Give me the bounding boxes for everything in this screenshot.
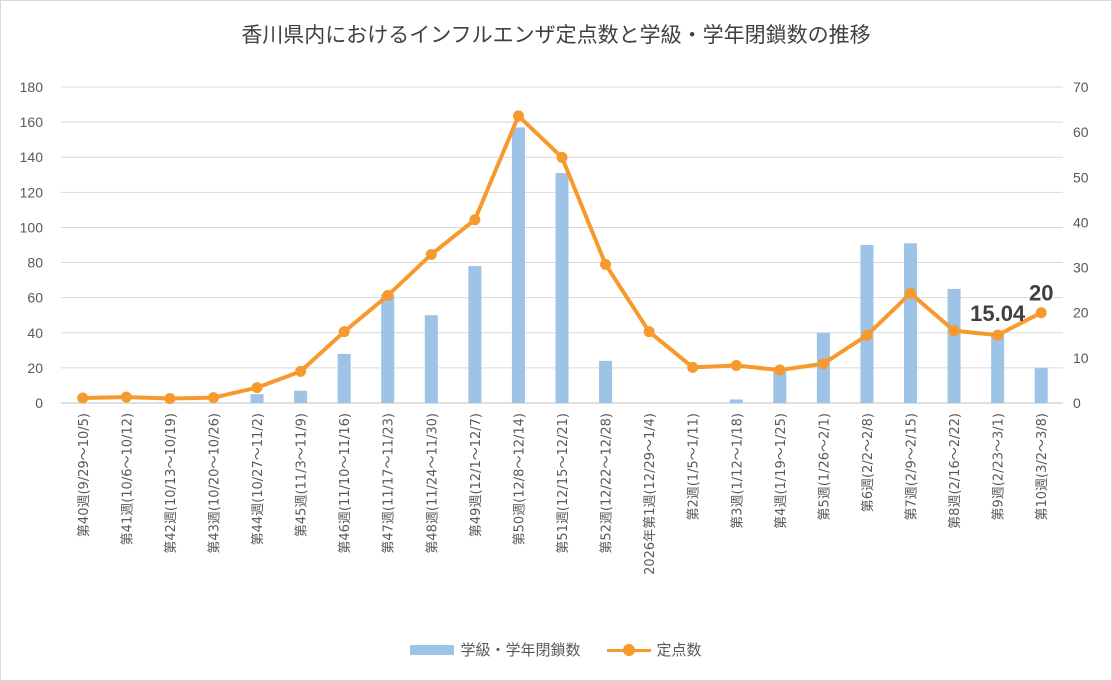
line-point [120, 391, 132, 403]
right-tick-label: 10 [1073, 350, 1089, 366]
right-tick-label: 60 [1073, 124, 1089, 140]
line-point [817, 358, 829, 370]
category-label: 第50週(12/8～12/14) [512, 413, 527, 545]
line-point [600, 258, 612, 270]
bar [860, 245, 874, 403]
right-axis: 0 10 20 30 40 50 60 70 [1073, 79, 1089, 411]
category-label: 第47週(11/17～11/23) [382, 413, 397, 554]
category-label: 第43週(10/20～10/26) [207, 413, 222, 554]
right-tick-label: 40 [1073, 214, 1089, 230]
line-point [1035, 307, 1047, 319]
category-label: 第48週(11/24～11/30) [425, 413, 440, 554]
line-point [905, 287, 917, 299]
left-axis: 0 20 40 60 80 100 120 140 160 180 [20, 79, 44, 411]
category-label: 第49週(12/1～12/7) [469, 413, 484, 537]
chart-plot: 0 20 40 60 80 100 120 140 160 180 0 10 20 30 40 50 60 70… [20, 79, 1089, 575]
category-label: 第40週(9/29～10/5) [77, 413, 92, 537]
left-tick-label: 160 [20, 114, 44, 130]
legend-label-line: 定点数 [656, 641, 702, 659]
category-label: 第4週(1/19～1/25) [774, 413, 789, 529]
bar [599, 360, 613, 403]
line-point [861, 329, 873, 341]
line-point [338, 326, 350, 338]
bar [511, 127, 525, 403]
left-tick-label: 0 [35, 395, 43, 411]
left-tick-label: 60 [27, 290, 43, 306]
category-label: 第52週(12/22～12/28) [600, 413, 615, 554]
left-tick-label: 80 [27, 255, 43, 271]
line-point [425, 248, 437, 260]
legend-item-line[interactable]: 定点数 [606, 639, 702, 660]
bar [250, 394, 264, 403]
data-label: 15.04 [970, 301, 1026, 326]
bar-series [250, 127, 1048, 403]
legend-bar-swatch [410, 644, 455, 655]
data-label: 20 [1029, 281, 1053, 306]
line-point [164, 392, 176, 404]
category-label: 第8週(2/16～2/22) [948, 413, 963, 529]
legend-item-bars[interactable]: 学級・学年閉鎖数 [410, 639, 581, 660]
left-tick-label: 140 [20, 149, 44, 165]
bar [773, 367, 787, 403]
right-tick-label: 30 [1073, 260, 1089, 276]
category-label: 第3週(1/12～1/18) [730, 413, 745, 529]
category-label: 第6週(2/2～2/8) [861, 413, 876, 512]
category-label: 第42週(10/13～10/19) [164, 413, 179, 554]
category-label: 第51週(12/15～12/21) [556, 413, 571, 554]
line-point [992, 329, 1004, 341]
line-point [730, 360, 742, 372]
line-point [512, 110, 524, 122]
line-point [774, 364, 786, 376]
category-label: 2026年第1週(12/29～1/4) [643, 413, 658, 575]
bar [947, 288, 961, 403]
right-tick-label: 0 [1073, 395, 1081, 411]
left-tick-label: 120 [20, 184, 44, 200]
legend: 学級・学年閉鎖数 定点数 [1, 639, 1111, 660]
line-point [687, 361, 699, 373]
category-label: 第2週(1/5～1/11) [687, 413, 702, 521]
category-label: 第10週(3/2～3/8) [1035, 413, 1050, 521]
bar [991, 332, 1005, 403]
line-point [643, 326, 655, 338]
bar [294, 390, 308, 403]
category-label: 第9週(2/23～3/1) [992, 413, 1007, 521]
bar [555, 173, 569, 403]
bar [468, 266, 482, 403]
line-point [556, 151, 568, 163]
bar [424, 315, 438, 403]
bar [337, 353, 351, 403]
line-point [251, 382, 263, 394]
category-label: 第46週(11/10～11/16) [338, 413, 353, 554]
left-tick-label: 100 [20, 219, 44, 235]
category-label: 第44週(10/27～11/2) [251, 413, 266, 545]
category-label: 第45週(11/3～11/9) [295, 413, 310, 537]
line-point [382, 290, 394, 302]
line-series [77, 110, 1047, 404]
category-label: 第7週(2/9～2/15) [905, 413, 920, 521]
line-point [948, 325, 960, 337]
line-point [77, 392, 89, 404]
bar [381, 294, 395, 403]
category-label: 第5週(1/26～2/1) [817, 413, 832, 521]
left-tick-label: 180 [20, 79, 44, 95]
category-axis: 第40週(9/29～10/5) 第41週(10/6～10/12) 第42週(10/1… [77, 413, 1050, 575]
line-point [469, 214, 481, 226]
bar [1034, 367, 1048, 403]
category-label: 第41週(10/6～10/12) [120, 413, 135, 545]
right-tick-label: 50 [1073, 169, 1089, 185]
line-point [207, 392, 219, 404]
right-tick-label: 20 [1073, 305, 1089, 321]
line-point [295, 365, 307, 377]
left-tick-label: 40 [27, 325, 43, 341]
bar [729, 399, 743, 403]
right-tick-label: 70 [1073, 79, 1089, 95]
left-tick-label: 20 [27, 360, 43, 376]
chart-title: 香川県内におけるインフルエンザ定点数と学級・学年閉鎖数の推移 [241, 23, 871, 47]
bar [904, 243, 918, 403]
legend-label-bars: 学級・学年閉鎖数 [460, 641, 581, 659]
legend-line-swatch [606, 643, 651, 656]
